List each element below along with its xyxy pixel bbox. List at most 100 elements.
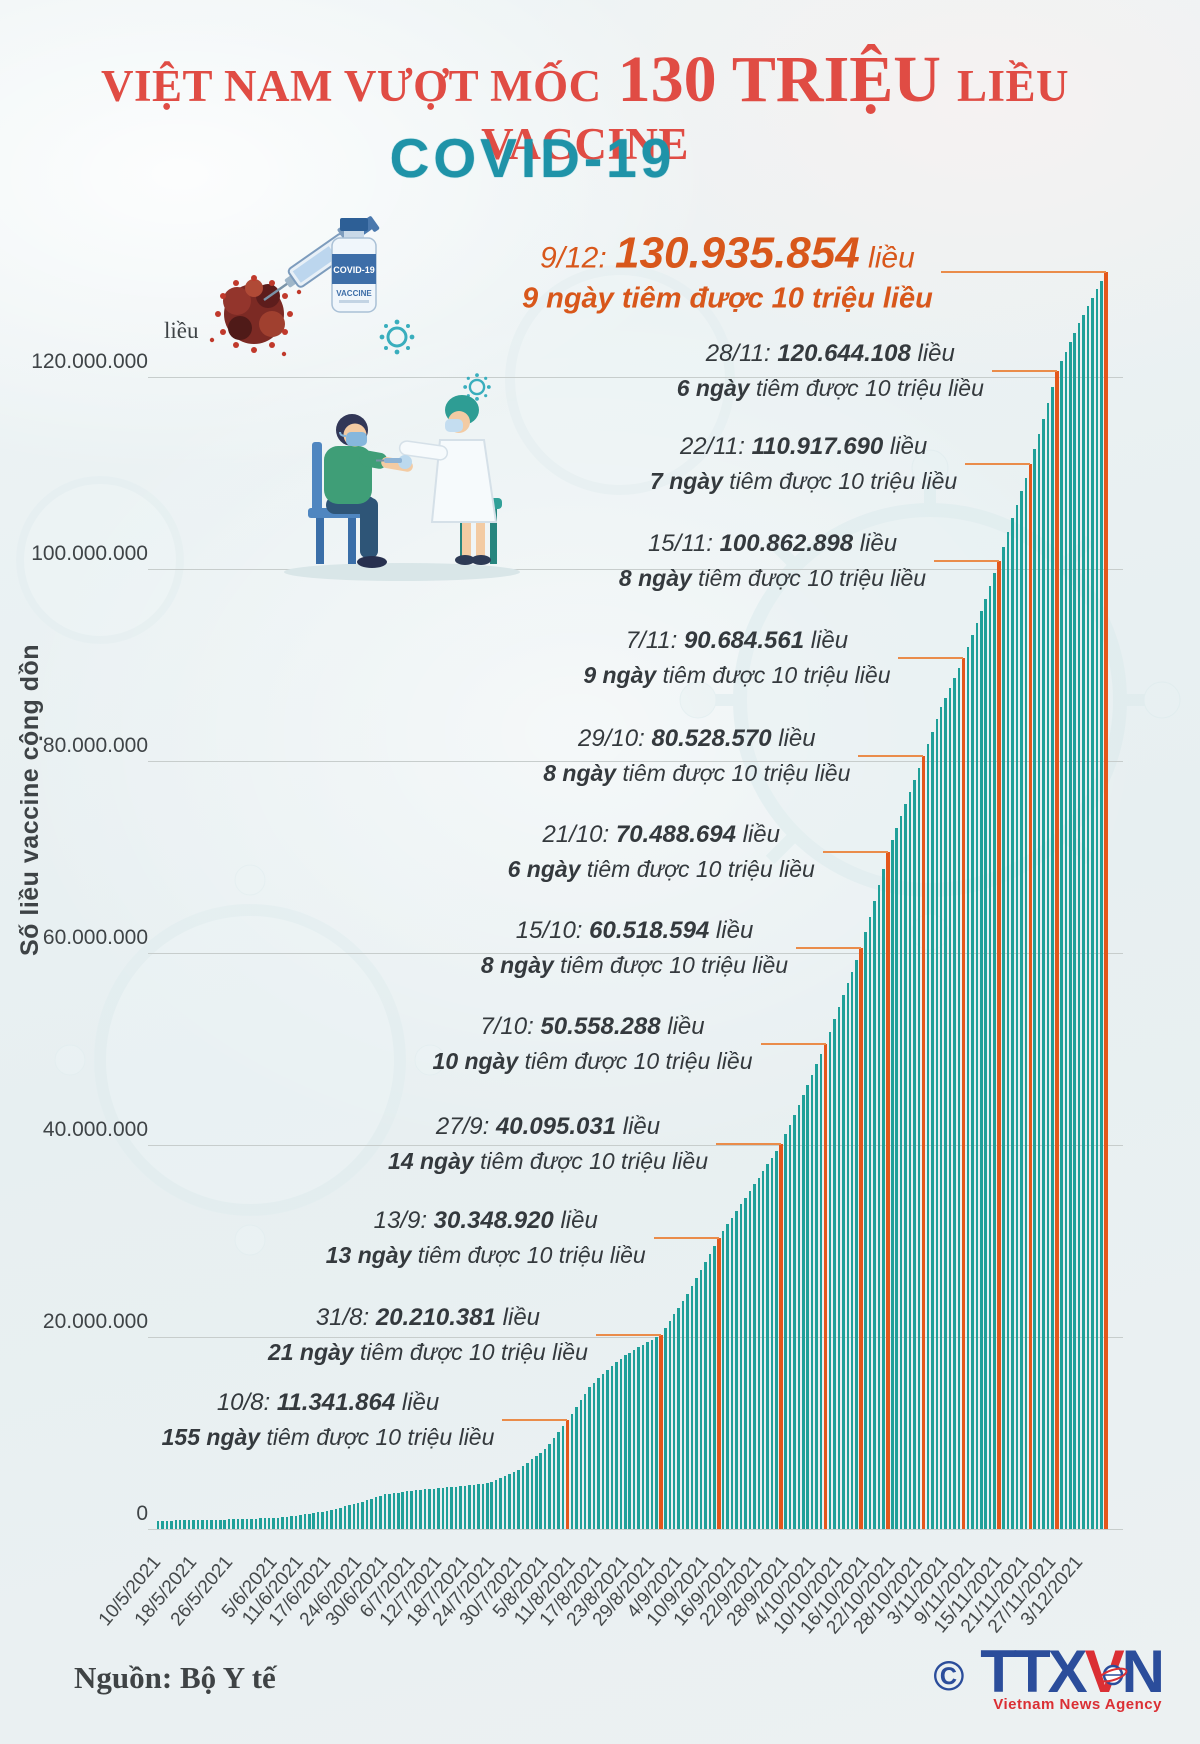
chart-bar xyxy=(468,1485,471,1529)
chart-bar xyxy=(303,1514,307,1529)
milestone-annotation-22-11: 22/11: 110.917.690 liều 7 ngày tiêm được … xyxy=(650,433,957,495)
chart-bar xyxy=(521,1466,525,1529)
copyright-icon: © xyxy=(933,1652,965,1699)
milestone-note-line: 21 ngày tiêm được 10 triệu liều xyxy=(267,1339,588,1365)
milestone-value-line: 27/9: 40.095.031 liều xyxy=(435,1113,661,1141)
chart-bar xyxy=(837,1007,841,1529)
chart-bar xyxy=(397,1492,400,1529)
vaccination-illustration xyxy=(284,395,520,581)
chart-bar xyxy=(601,1374,605,1529)
chart-bar xyxy=(361,1501,364,1529)
milestone-annotation-31-8: 31/8: 20.210.381 liều 21 ngày tiêm được 1… xyxy=(268,1304,588,1366)
chart-bar xyxy=(850,971,854,1529)
chart-bar xyxy=(281,1517,284,1529)
milestone-annotation-15-10: 15/10: 60.518.594 liều 8 ngày tiêm được 1… xyxy=(481,917,788,979)
chart-bar xyxy=(423,1489,427,1529)
chart-bar xyxy=(503,1476,507,1529)
chart-bar xyxy=(846,983,850,1529)
chart-bar xyxy=(290,1516,293,1529)
milestone-leader-line xyxy=(760,1042,826,1045)
milestone-note-line: 9 ngày tiêm được 10 triệu liều xyxy=(521,282,933,315)
chart-bar xyxy=(819,1053,823,1529)
chart-bar xyxy=(272,1518,275,1529)
covid19-subtitle: COVID-19 xyxy=(389,127,676,189)
chart-bar xyxy=(210,1519,213,1529)
chart-bar xyxy=(383,1494,387,1529)
chart-bar xyxy=(437,1488,440,1529)
milestone-note-line: 6 ngày tiêm được 10 triệu liều xyxy=(507,856,815,883)
milestone-leader-line xyxy=(595,1334,661,1336)
chart-bar xyxy=(699,1269,703,1529)
chart-bar xyxy=(1064,351,1068,1529)
chart-bar xyxy=(926,743,930,1529)
logo-subtitle: Vietnam News Agency xyxy=(993,1696,1162,1713)
nurse-stool xyxy=(454,498,502,564)
chart-bar xyxy=(539,1452,542,1529)
chart-bar xyxy=(561,1426,565,1529)
chart-bar xyxy=(250,1518,253,1529)
chart-bar xyxy=(1033,449,1036,1529)
chart-bar xyxy=(641,1344,645,1529)
chart-bar xyxy=(677,1307,680,1529)
chart-bar xyxy=(815,1064,818,1529)
chart-bar xyxy=(739,1204,743,1529)
milestone-leader-line xyxy=(898,657,964,660)
chart-bar xyxy=(895,828,898,1529)
vial-label-vaccine: VACCINE xyxy=(336,289,372,298)
milestone-bar xyxy=(1055,370,1059,1529)
chart-bar xyxy=(761,1170,765,1529)
milestone-note-line: 6 ngày tiêm được 10 triệu liều xyxy=(676,374,984,401)
chart-bar xyxy=(868,916,872,1529)
milestone-leader-line xyxy=(653,1236,719,1239)
chart-bar xyxy=(267,1518,271,1529)
chart-bar xyxy=(944,697,947,1529)
chart-bar xyxy=(877,884,881,1529)
chart-bar xyxy=(646,1342,649,1529)
chart-bar xyxy=(770,1157,774,1529)
chart-bar xyxy=(508,1473,511,1529)
milestone-note-line: 8 ngày tiêm được 10 triệu liều xyxy=(618,564,927,591)
chart-bar xyxy=(592,1382,596,1529)
chart-bar xyxy=(374,1497,378,1529)
chart-bar xyxy=(935,719,939,1529)
chart-bar xyxy=(628,1352,631,1529)
chart-bar xyxy=(517,1469,520,1529)
chart-bar xyxy=(348,1505,351,1529)
milestone-note-line: 8 ngày tiêm được 10 triệu liều xyxy=(543,759,851,786)
ttxvn-logo-text: TTXVN xyxy=(980,1642,1165,1702)
chart-bar xyxy=(1020,491,1023,1529)
chart-bar xyxy=(432,1488,436,1529)
chart-bar xyxy=(1095,289,1099,1529)
chart-bar xyxy=(379,1495,382,1529)
chart-bar xyxy=(730,1217,734,1529)
chart-bar xyxy=(472,1484,476,1529)
chart-bar xyxy=(254,1518,258,1529)
chart-bar xyxy=(810,1074,814,1529)
chart-bar xyxy=(784,1134,787,1529)
chart-bar xyxy=(931,731,934,1529)
chart-bar xyxy=(339,1507,342,1529)
milestone-leader-line xyxy=(796,947,862,949)
logo-n: N xyxy=(1121,1638,1165,1705)
syringe-vial-virus-illustration: COVID-19 VACCINE xyxy=(209,216,380,357)
milestone-bar xyxy=(1028,464,1032,1529)
gridline xyxy=(148,1145,1123,1146)
chart-bar xyxy=(637,1347,640,1529)
chart-bar xyxy=(161,1520,164,1529)
chart-bar xyxy=(971,634,974,1529)
milestone-annotation-15-11: 15/11: 100.862.898 liều 8 ngày tiêm được … xyxy=(619,530,926,592)
chart-bar xyxy=(948,687,952,1529)
chart-bar xyxy=(726,1224,729,1529)
chart-bar xyxy=(583,1393,587,1529)
chart-bar xyxy=(356,1503,360,1529)
chart-bar xyxy=(993,573,996,1529)
chart-bar xyxy=(882,868,885,1529)
chart-bar xyxy=(1024,477,1028,1529)
milestone-bar xyxy=(1104,272,1108,1529)
chart-bar xyxy=(388,1493,391,1529)
chart-bar xyxy=(414,1490,418,1529)
chart-bar xyxy=(401,1491,404,1529)
chart-bar xyxy=(766,1164,769,1529)
chart-bar xyxy=(428,1489,431,1529)
chart-bar xyxy=(196,1519,200,1529)
